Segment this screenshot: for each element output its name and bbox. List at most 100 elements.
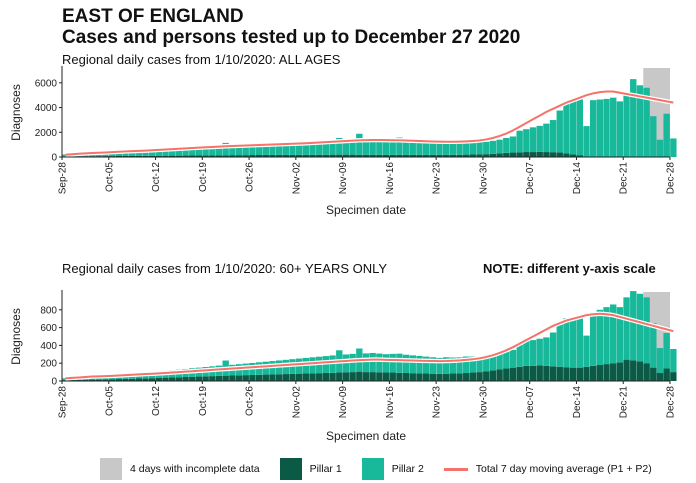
- chart2-bar-pillar1: [623, 359, 630, 381]
- chart2-bar-pillar2: [342, 354, 350, 373]
- chart2-subtitle: Regional daily cases from 1/10/2020: 60+…: [62, 261, 388, 276]
- chart2-bar-pillar2: [589, 312, 597, 366]
- chart1-bar-pillar1: [356, 154, 363, 157]
- chart2-bar-pillar1: [202, 376, 209, 381]
- chart2-bar-pillar2: [616, 307, 624, 363]
- chart2-bar-pillar2: [382, 354, 390, 373]
- chart1-x-tick-label: Oct-12: [151, 162, 162, 192]
- chart1-x-tick-label: Nov-23: [432, 162, 443, 195]
- chart1-bar-pillar2: [275, 143, 283, 155]
- chart1-subtitle: Regional daily cases from 1/10/2020: ALL…: [62, 52, 341, 67]
- chart2-bar-pillar1: [302, 373, 310, 381]
- chart2-bar-pillar2: [469, 356, 477, 373]
- chart1-bar-pillar2: [356, 133, 363, 155]
- chart1-bar-pillar1: [269, 154, 276, 157]
- chart1-bar-pillar2: [382, 139, 390, 155]
- chart2-x-tick-label: Dec-07: [525, 386, 536, 419]
- chart1-bar-pillar2: [189, 147, 196, 156]
- chart1-bar-pillar1: [122, 155, 129, 157]
- chart1-y-axis-title: Diagnoses: [9, 84, 23, 141]
- chart2-bar-pillar2: [436, 357, 443, 374]
- chart2-bar-pillar1: [169, 377, 176, 381]
- chart1-bar-pillar2: [663, 113, 670, 157]
- chart2-bar-pillar2: [369, 352, 376, 373]
- chart2-bar-pillar1: [442, 373, 450, 381]
- chart2-bar-pillar1: [336, 372, 343, 381]
- chart2-bar-pillar1: [108, 379, 116, 381]
- chart2-bar-pillar2: [509, 349, 517, 368]
- chart1-bar-pillar2: [282, 143, 290, 155]
- chart2-bar-pillar1: [295, 373, 303, 381]
- chart2-bar-pillar1: [422, 373, 430, 381]
- chart2-y-tick-label: 600: [40, 323, 57, 334]
- chart2-bar-pillar1: [209, 376, 216, 381]
- chart1-bar-pillar2: [416, 140, 423, 155]
- chart2-x-tick-label: Dec-28: [666, 386, 677, 419]
- chart2-bar-pillar2: [656, 348, 664, 373]
- chart2-x-tick-label: Oct-12: [151, 386, 162, 416]
- chart2-bar-pillar2: [402, 354, 410, 373]
- chart2-bar-pillar1: [630, 360, 637, 381]
- chart2-bar-pillar2: [449, 357, 457, 374]
- chart1-bar-pillar2: [222, 142, 229, 156]
- chart1-y-tick-label: 0: [51, 153, 57, 164]
- chart2-bar-pillar1: [616, 362, 624, 381]
- chart1-bar-pillar2: [650, 116, 657, 157]
- chart2-bar-pillar2: [62, 378, 69, 381]
- chart1-bar-pillar2: [155, 149, 163, 156]
- chart2-bar-pillar1: [503, 368, 510, 381]
- chart2-bar-pillar1: [149, 378, 156, 381]
- chart1-bar-pillar2: [169, 148, 176, 156]
- chart1-bar-pillar2: [135, 150, 143, 156]
- chart1-bar-pillar2: [336, 137, 343, 155]
- chart1-bar-pillar2: [630, 79, 637, 157]
- chart1-bar-pillar1: [489, 153, 497, 157]
- chart2-bar-pillar2: [362, 353, 370, 373]
- chart-title-main: Cases and persons tested up to December …: [62, 27, 521, 48]
- chart1-x-tick-label: Dec-28: [666, 162, 677, 195]
- chart1-x-tick-label: Oct-05: [104, 162, 115, 192]
- chart2-x-axis-title: Specimen date: [326, 429, 406, 443]
- chart2-bar-pillar2: [483, 356, 490, 372]
- chart2-bar-pillar1: [509, 367, 517, 381]
- chart1-bar-pillar2: [369, 138, 376, 155]
- chart1-bar-pillar2: [529, 127, 537, 153]
- chart2-bar-pillar2: [596, 309, 604, 365]
- chart1-bar-pillar2: [389, 138, 396, 155]
- chart2-bar-pillar1: [255, 374, 263, 381]
- chart1-bar-pillar1: [402, 154, 410, 157]
- chart1-bar-pillar2: [309, 141, 316, 155]
- chart1-bar-pillar2: [202, 146, 209, 156]
- chart1-bar-pillar2: [262, 144, 269, 155]
- chart1-bar-pillar2: [342, 139, 350, 155]
- chart1-bar-pillar2: [235, 145, 243, 156]
- chart1-bar-pillar1: [369, 154, 376, 157]
- chart2-bar-pillar1: [402, 372, 410, 381]
- chart1-bar-pillar2: [563, 101, 570, 154]
- chart2-bar-pillar2: [496, 353, 503, 370]
- chart1-bar-pillar2: [289, 143, 296, 155]
- chart2-bar-pillar1: [670, 372, 677, 381]
- chart2-bar-pillar2: [563, 318, 570, 368]
- chart1-bar-pillar1: [316, 154, 323, 157]
- legend-label-pillar2: Pillar 2: [391, 463, 424, 475]
- chart1-bar-pillar2: [476, 142, 483, 155]
- chart1-bar-pillar2: [536, 125, 543, 152]
- chart2-bar-pillar1: [416, 373, 423, 381]
- chart1-bar-pillar2: [496, 139, 503, 154]
- chart2-bar-pillar1: [663, 368, 670, 381]
- chart1-y-tick-label: 6000: [35, 78, 58, 89]
- chart2-bar-pillar1: [543, 365, 550, 381]
- chart2-bar-pillar1: [409, 373, 416, 381]
- chart1-bar-pillar1: [155, 155, 163, 157]
- chart1-bar-pillar2: [128, 151, 136, 156]
- chart2-bar-pillar1: [88, 379, 96, 381]
- chart2-bar-pillar1: [309, 373, 316, 381]
- chart1-bar-pillar1: [576, 155, 583, 157]
- chart1-bar-pillar1: [463, 154, 470, 157]
- chart1-bar-pillar1: [229, 155, 236, 157]
- chart2-bar-pillar1: [282, 374, 290, 381]
- chart2-bar-pillar1: [603, 364, 610, 381]
